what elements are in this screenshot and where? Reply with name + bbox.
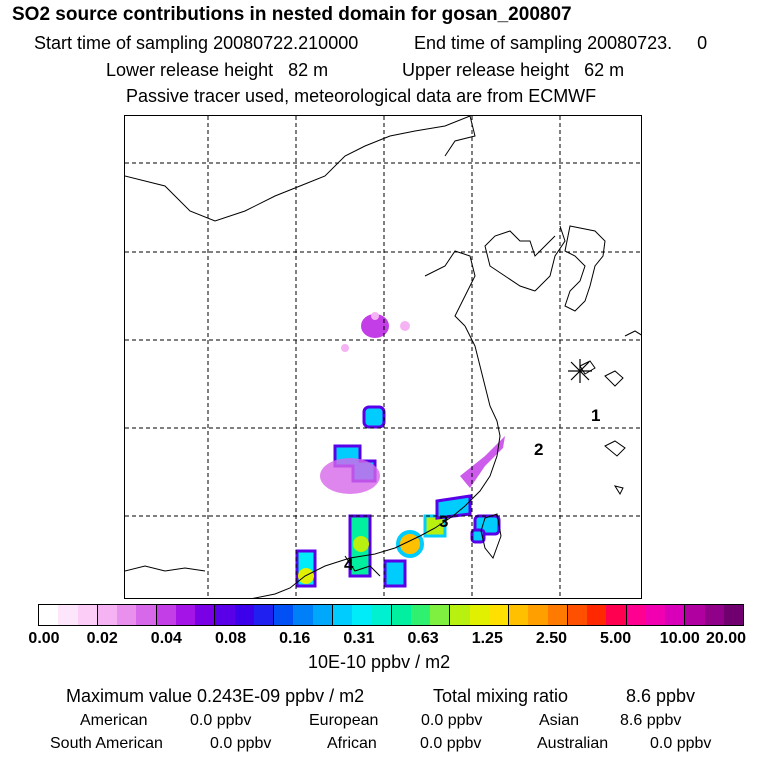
region-value-south-american: 0.0 ppbv [210,735,272,752]
region-name-european: European [309,712,379,729]
colorbar-cell [175,605,195,625]
colorbar-ticks: 0.00 0.02 0.04 0.08 0.16 0.31 0.63 1.25 2.50 5.00… [0,626,768,647]
plume-blob [383,559,407,588]
plume-blob [353,536,369,552]
colorbar-cell [723,605,743,625]
point-label-2: 2 [534,440,544,459]
colorbar-cell [352,605,372,625]
region-name-australian: Australian [537,735,609,752]
plume-blob [396,530,424,558]
point-label-1: 1 [591,406,601,425]
colorbar-cell [704,605,724,625]
coastlines [125,116,641,598]
region-name-south-american: South American [50,735,163,752]
plume-blob [362,405,386,429]
colorbar-unit: 10E-10 ppbv / m2 [308,652,451,672]
upper-release-height: Upper release height 62 m [402,60,625,80]
colorbar-cell [96,605,117,625]
colorbar-tick-label: 0.16 [279,630,311,647]
colorbar-tick-label: 0.00 [28,630,60,647]
colorbar-cell [331,605,352,625]
region-value-african: 0.0 ppbv [420,735,482,752]
colorbar-cell [77,605,97,625]
plume-blob [371,312,379,320]
colorbar [38,604,744,626]
colorbar-cell [39,605,59,625]
total-mixing-value: 8.6 ppbv [626,686,696,706]
end-sampling-time: End time of sampling 20080723. 0 [414,33,708,53]
region-name-african: African [327,735,377,752]
colorbar-cell [469,605,489,625]
colorbar-cell [625,605,646,625]
colorbar-cell [665,605,685,625]
region-value-american: 0.0 ppbv [190,712,252,729]
colorbar-cell [214,605,235,625]
point-label-3: 3 [439,512,449,531]
colorbar-cell [371,605,391,625]
colorbar-tick-label: 20.00 [705,630,747,647]
colorbar-tick-label: 0.63 [407,630,439,647]
tracer-note: Passive tracer used, meteorological data… [126,86,597,106]
colorbar-tick-label: 0.02 [86,630,118,647]
map-panel: 1 2 3 4 [124,115,642,599]
colorbar-cell [273,605,294,625]
colorbar-tick-label: 0.31 [343,630,375,647]
plume-blob [320,458,380,494]
colorbar-cell [234,605,254,625]
region-value-australian: 0.0 ppbv [650,735,712,752]
colorbar-cell [155,605,176,625]
colorbar-cell [508,605,529,625]
colorbar-cell [410,605,430,625]
region-value-european: 0.0 ppbv [421,712,483,729]
region-name-asian: Asian [539,712,580,729]
colorbar-tick-label: 0.08 [214,630,247,647]
colorbar-tick-label: 2.50 [535,630,568,647]
colorbar-cell [253,605,273,625]
maximum-value: Maximum value 0.243E-09 ppbv / m2 [66,686,365,706]
colorbar-tick-label: 5.00 [600,630,632,647]
colorbar-tick-label: 1.25 [471,630,503,647]
colorbar-cell [488,605,508,625]
colorbar-cell [684,605,705,625]
colorbar-cell [645,605,665,625]
plume-blob [460,436,505,488]
colorbar-cell [449,605,470,625]
colorbar-cell [117,605,137,625]
region-value-asian: 8.6 ppbv [620,712,682,729]
colorbar-cell [430,605,450,625]
plume-blob [341,344,349,352]
colorbar-cell [566,605,587,625]
colorbar-cell [547,605,567,625]
plume-blob [435,494,472,520]
colorbar-cell [58,605,78,625]
colorbar-cell [293,605,313,625]
plume-blob [361,314,389,338]
colorbar-cell [390,605,411,625]
lat-lon-grid [125,116,641,598]
colorbar-cell [136,605,156,625]
receptor-asterisk-icon [568,359,592,383]
point-label-4: 4 [344,555,354,574]
colorbar-tick-label: 0.04 [150,630,182,647]
region-name-american: American [80,712,148,729]
map-title: SO2 source contributions in nested domai… [12,4,572,25]
colorbar-cell [528,605,548,625]
total-mixing-label: Total mixing ratio [433,686,569,706]
colorbar-cell [195,605,215,625]
colorbar-cell [587,605,607,625]
start-sampling-time: Start time of sampling 20080722.210000 [34,33,359,53]
colorbar-cell [312,605,332,625]
colorbar-tick-label: 10.00 [659,630,700,647]
colorbar-cell [606,605,626,625]
plume-blob [400,321,410,331]
lower-release-height: Lower release height 82 m [106,60,329,80]
map-canvas [125,116,641,598]
